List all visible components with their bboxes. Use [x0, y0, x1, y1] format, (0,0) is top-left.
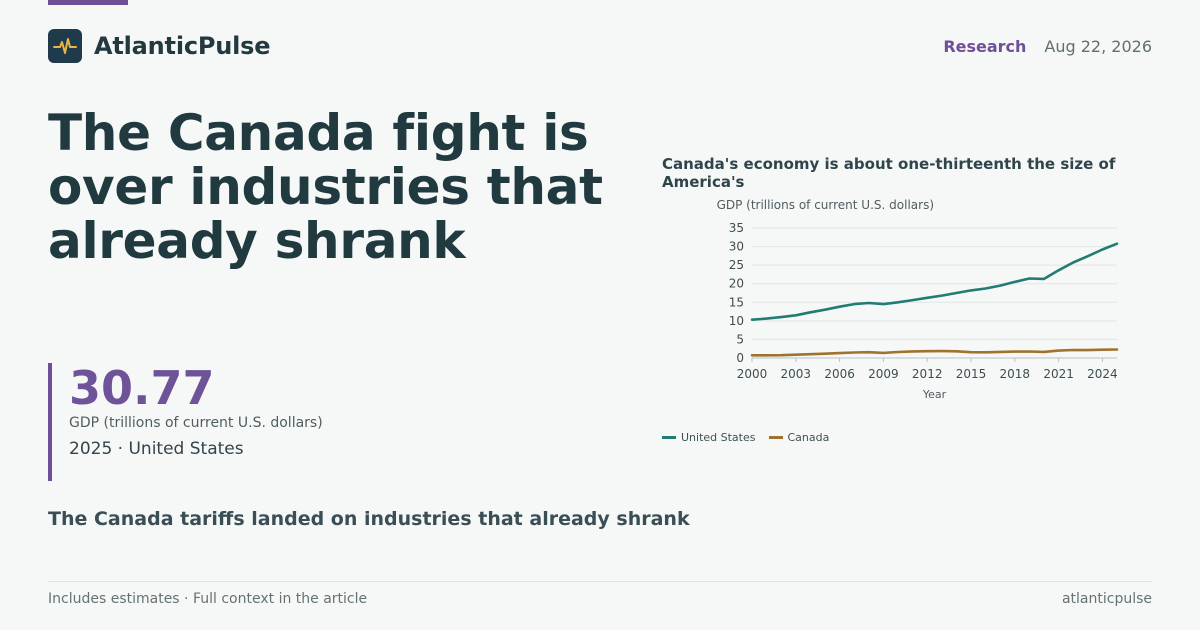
legend-item-canada: Canada: [768, 431, 830, 444]
y-tick-label: 35: [729, 221, 744, 235]
legend-label-canada: Canada: [787, 431, 830, 444]
x-axis-label: Year: [922, 388, 947, 401]
y-tick-label: 20: [729, 277, 744, 291]
stat-context: 2025 · United States: [69, 439, 244, 459]
y-tick-label: 25: [729, 258, 744, 272]
chart-title: Canada's economy is about one-thirteenth…: [662, 155, 1116, 191]
y-tick-label: 30: [729, 240, 744, 254]
y-tick-label: 15: [729, 295, 744, 309]
x-tick-label: 2021: [1043, 367, 1074, 381]
legend-swatch-canada: [768, 436, 783, 439]
chart-y-axis-label: GDP (trillions of current U.S. dollars): [716, 198, 934, 212]
key-stat: 30.77 GDP (trillions of current U.S. dol…: [48, 363, 323, 481]
x-tick-label: 2003: [781, 367, 812, 381]
footer-note: Includes estimates · Full context in the…: [48, 591, 368, 607]
stat-value: 30.77: [69, 361, 215, 415]
legend-swatch-united-states: [662, 436, 676, 439]
gdp-line-chart: 0 5 10 15 20 25 30 35 2000 2003 2006 2009 2012 2015 20…: [729, 221, 1119, 401]
legend-item-united-states: United States: [662, 431, 756, 444]
footer-handle[interactable]: atlanticpulse: [1061, 591, 1152, 607]
series-line-canada: [750, 348, 1119, 357]
chart-legend: United States Canada: [662, 431, 842, 444]
pulse-icon: [48, 29, 82, 63]
headline: The Canada fight is over industries that…: [48, 104, 603, 270]
y-tick-label: 5: [736, 332, 744, 346]
section-label[interactable]: Research: [943, 37, 1027, 56]
article-meta: Research Aug 22, 2026: [943, 37, 1152, 56]
stat-label: GDP (trillions of current U.S. dollars): [69, 415, 323, 431]
subheadline: The Canada tariffs landed on industries …: [48, 508, 690, 530]
x-tick-label: 2015: [956, 367, 987, 381]
x-tick-label: 2006: [824, 367, 855, 381]
chart-y-axis-label-clip: GDP (trillions of current U.S. dollars): [634, 198, 934, 214]
x-tick-label: 2000: [737, 367, 768, 381]
legend-label-united-states: United States: [681, 431, 756, 444]
brand-name: AtlanticPulse: [94, 32, 271, 60]
brand[interactable]: AtlanticPulse: [48, 29, 271, 63]
y-tick-label: 0: [736, 351, 744, 365]
publish-date: Aug 22, 2026: [1044, 37, 1152, 56]
x-tick-label: 2009: [868, 367, 899, 381]
x-tick-label: 2024: [1087, 367, 1118, 381]
x-tick-label: 2012: [912, 367, 943, 381]
y-tick-label: 10: [729, 314, 744, 328]
accent-bar: [48, 0, 128, 5]
x-tick-label: 2018: [1000, 367, 1031, 381]
footer-divider: [48, 581, 1152, 582]
series-line-united-states: [750, 242, 1119, 321]
